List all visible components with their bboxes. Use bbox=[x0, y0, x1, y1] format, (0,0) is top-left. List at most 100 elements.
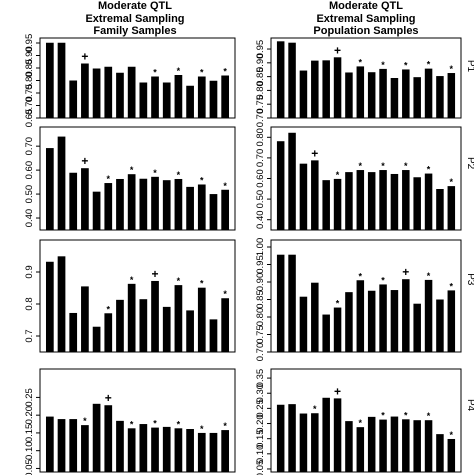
bar bbox=[221, 75, 230, 118]
plus-marker: + bbox=[81, 50, 88, 64]
bar bbox=[276, 404, 285, 472]
y-tick-label: 0.60 bbox=[24, 161, 35, 180]
bar bbox=[367, 290, 376, 352]
bar bbox=[69, 419, 78, 472]
y-tick-label: 0.75 bbox=[255, 95, 266, 114]
bar bbox=[116, 178, 124, 230]
bar bbox=[45, 261, 54, 352]
bar bbox=[104, 66, 113, 118]
bar bbox=[311, 282, 319, 352]
bar bbox=[402, 170, 410, 230]
y-tick-label: 0.75 bbox=[255, 325, 266, 344]
y-tick-label: 0.50 bbox=[255, 190, 266, 209]
bar bbox=[367, 416, 376, 472]
left-column-title: Moderate QTL Extremal Sampling Family Sa… bbox=[40, 0, 230, 40]
bar bbox=[45, 42, 54, 118]
bar bbox=[288, 404, 296, 472]
asterisk-marker: * bbox=[107, 174, 111, 184]
y-tick-label: 0.8 bbox=[24, 297, 35, 310]
plus-marker: + bbox=[402, 265, 409, 279]
bar bbox=[333, 178, 342, 230]
right-title-line-1: Moderate QTL bbox=[329, 0, 403, 12]
y-tick-label: 0.70 bbox=[255, 109, 266, 128]
bar bbox=[402, 279, 410, 352]
bar bbox=[402, 419, 410, 472]
y-tick-label: 1.00 bbox=[255, 238, 266, 257]
bar bbox=[288, 132, 296, 230]
asterisk-marker: * bbox=[200, 68, 204, 78]
bar bbox=[299, 413, 308, 472]
bar bbox=[276, 254, 285, 352]
y-tick-label: 0.90 bbox=[24, 46, 35, 65]
bar bbox=[69, 312, 78, 352]
y-tick-label: 0.10 bbox=[255, 445, 266, 464]
panel-label: P1 bbox=[465, 60, 474, 73]
left-title-line-3: Family Samples bbox=[93, 25, 177, 37]
bar bbox=[127, 283, 136, 352]
y-tick-label: 0.9 bbox=[24, 265, 35, 278]
asterisk-marker: * bbox=[381, 411, 385, 421]
bar bbox=[356, 427, 365, 472]
y-tick-label: 0.40 bbox=[24, 209, 35, 228]
asterisk-marker: * bbox=[153, 68, 157, 78]
y-tick-label: 0.80 bbox=[24, 71, 35, 90]
plus-marker: + bbox=[81, 154, 88, 168]
y-tick-label: 0.70 bbox=[24, 96, 35, 115]
asterisk-marker: * bbox=[177, 66, 181, 76]
y-tick-label: 0.20 bbox=[24, 406, 35, 425]
y-tick-label: 0.30 bbox=[255, 384, 266, 403]
plus-marker: + bbox=[334, 43, 341, 57]
asterisk-marker: * bbox=[427, 60, 431, 70]
y-tick-label: 0.15 bbox=[24, 424, 35, 443]
asterisk-marker: * bbox=[153, 168, 157, 178]
bar bbox=[299, 296, 308, 352]
y-tick-label: 0.85 bbox=[24, 59, 35, 78]
bar bbox=[402, 69, 410, 118]
bar bbox=[151, 76, 159, 118]
bar bbox=[186, 186, 194, 230]
bar bbox=[174, 428, 183, 472]
bar bbox=[209, 319, 218, 352]
panel-left-P3: 0.7 0.8 0.9 * * + * * * bbox=[24, 239, 236, 353]
y-tick-label: 0.25 bbox=[255, 399, 266, 418]
bar bbox=[436, 76, 444, 118]
bar bbox=[413, 420, 421, 472]
bar bbox=[116, 299, 124, 352]
bar bbox=[57, 256, 66, 352]
plus-marker: + bbox=[311, 146, 318, 160]
bar bbox=[322, 397, 330, 472]
y-tick-label: 0.95 bbox=[255, 255, 266, 274]
bar bbox=[424, 420, 433, 472]
bar bbox=[413, 77, 421, 118]
y-tick-label: 0.70 bbox=[24, 137, 35, 156]
bar bbox=[139, 82, 148, 118]
y-tick-label: 0.50 bbox=[24, 185, 35, 204]
panel-frame bbox=[270, 239, 462, 353]
asterisk-marker: * bbox=[381, 60, 385, 70]
panel-right-P2: 0.400.50 0.600.70 0.80 + * * * * * * P2 bbox=[255, 126, 474, 231]
bar bbox=[162, 426, 171, 472]
bar bbox=[413, 177, 421, 230]
y-tick-label: 0.60 bbox=[255, 169, 266, 188]
y-tick-label: 0.05 bbox=[24, 459, 35, 475]
bar bbox=[151, 280, 159, 352]
asterisk-marker: * bbox=[200, 279, 204, 289]
bar bbox=[174, 285, 183, 352]
bar bbox=[57, 42, 66, 118]
panel-right-P1: 0.700.750.800.850.900.95 + * * * * * P1 bbox=[255, 37, 474, 128]
bar bbox=[197, 287, 206, 352]
asterisk-marker: * bbox=[107, 304, 111, 314]
panel-label: P2 bbox=[465, 157, 474, 170]
bar bbox=[288, 42, 296, 118]
bar bbox=[92, 326, 101, 352]
bar bbox=[379, 68, 387, 118]
plus-marker: + bbox=[152, 267, 159, 281]
bar bbox=[345, 72, 353, 118]
bar bbox=[197, 432, 206, 472]
bar bbox=[69, 172, 78, 230]
bar bbox=[311, 413, 319, 472]
bar bbox=[116, 72, 124, 118]
bar bbox=[174, 178, 183, 230]
bar bbox=[221, 298, 230, 352]
